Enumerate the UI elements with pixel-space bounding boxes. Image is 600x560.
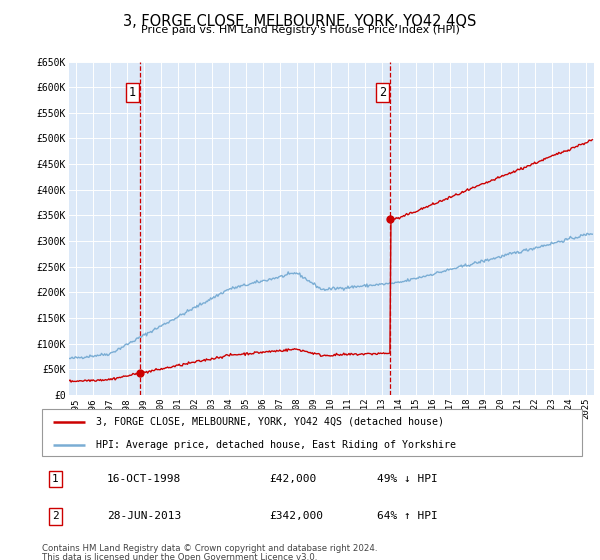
Text: 28-JUN-2013: 28-JUN-2013 bbox=[107, 511, 181, 521]
Text: 49% ↓ HPI: 49% ↓ HPI bbox=[377, 474, 437, 484]
Text: 1: 1 bbox=[52, 474, 59, 484]
Text: 64% ↑ HPI: 64% ↑ HPI bbox=[377, 511, 437, 521]
Text: 2: 2 bbox=[379, 86, 386, 99]
Text: 1: 1 bbox=[129, 86, 136, 99]
Point bbox=[136, 369, 145, 378]
Text: 16-OCT-1998: 16-OCT-1998 bbox=[107, 474, 181, 484]
Text: Contains HM Land Registry data © Crown copyright and database right 2024.: Contains HM Land Registry data © Crown c… bbox=[42, 544, 377, 553]
Text: This data is licensed under the Open Government Licence v3.0.: This data is licensed under the Open Gov… bbox=[42, 553, 317, 560]
Text: 2: 2 bbox=[52, 511, 59, 521]
FancyBboxPatch shape bbox=[42, 409, 582, 456]
Point bbox=[385, 215, 395, 224]
Text: 3, FORGE CLOSE, MELBOURNE, YORK, YO42 4QS (detached house): 3, FORGE CLOSE, MELBOURNE, YORK, YO42 4Q… bbox=[96, 417, 444, 427]
Text: £42,000: £42,000 bbox=[269, 474, 316, 484]
Text: 3, FORGE CLOSE, MELBOURNE, YORK, YO42 4QS: 3, FORGE CLOSE, MELBOURNE, YORK, YO42 4Q… bbox=[124, 14, 476, 29]
Text: Price paid vs. HM Land Registry's House Price Index (HPI): Price paid vs. HM Land Registry's House … bbox=[140, 25, 460, 35]
Text: £342,000: £342,000 bbox=[269, 511, 323, 521]
Text: HPI: Average price, detached house, East Riding of Yorkshire: HPI: Average price, detached house, East… bbox=[96, 440, 456, 450]
